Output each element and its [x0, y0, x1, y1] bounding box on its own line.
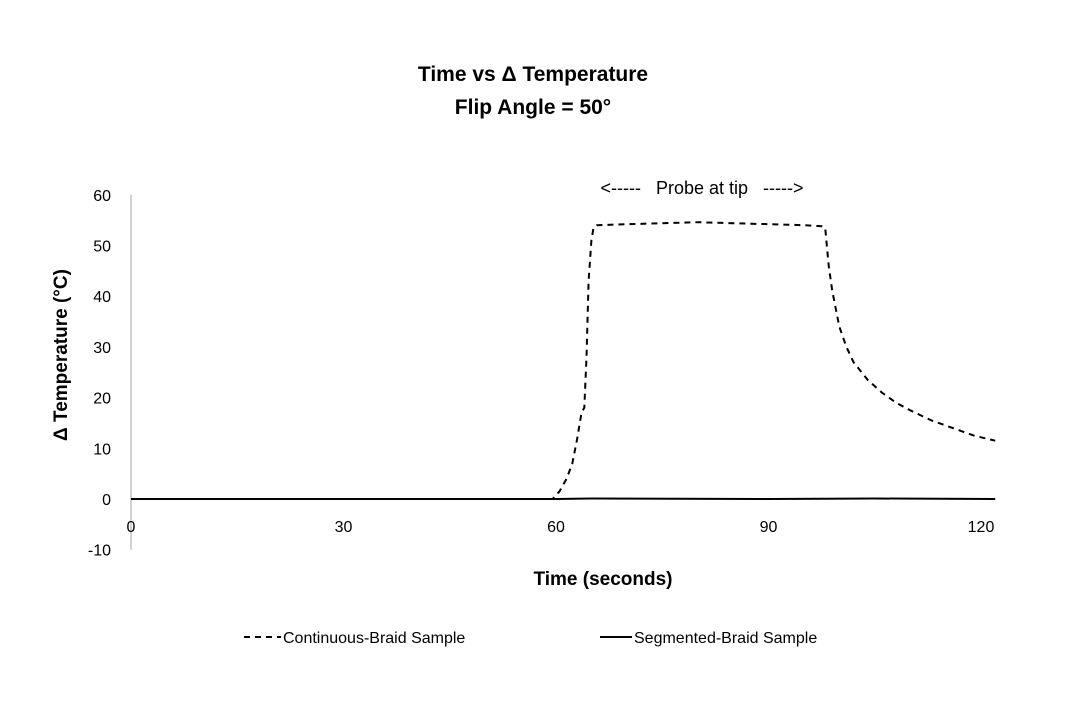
x-axis-title: Time (seconds)	[533, 569, 672, 590]
chart-title: Time vs Δ Temperature	[418, 63, 648, 86]
x-tick-label: 90	[760, 519, 778, 536]
y-tick-label: 20	[93, 391, 111, 408]
x-tick-label: 120	[968, 519, 995, 536]
x-tick-label: 0	[127, 519, 136, 536]
plot-area: -10 0 10 20 30 40 50 60 0 30 60 90 120	[88, 188, 996, 560]
x-tick-label: 60	[547, 519, 565, 536]
y-tick-label: 50	[93, 239, 111, 256]
legend-label-continuous-braid: Continuous-Braid Sample	[283, 630, 465, 647]
y-tick-label: 60	[93, 188, 111, 205]
legend-label-segmented-braid: Segmented-Braid Sample	[634, 630, 817, 647]
series-line-segmented-braid-sample	[131, 497, 996, 500]
y-axis-title: Δ Temperature (°C)	[51, 269, 72, 441]
legend: Continuous-Braid Sample Segmented-Braid …	[244, 630, 817, 647]
series-line-continuous-braid-sample	[131, 221, 996, 500]
y-tick-label: 40	[93, 289, 111, 306]
y-tick-label: -10	[88, 543, 111, 560]
y-tick-label: 30	[93, 340, 111, 357]
chart-subtitle: Flip Angle = 50°	[455, 96, 611, 119]
annotation-probe-at-tip: <----- Probe at tip ----->	[600, 178, 803, 198]
y-tick-label: 10	[93, 441, 111, 458]
y-tick-label: 0	[102, 492, 111, 509]
x-tick-label: 30	[335, 519, 353, 536]
